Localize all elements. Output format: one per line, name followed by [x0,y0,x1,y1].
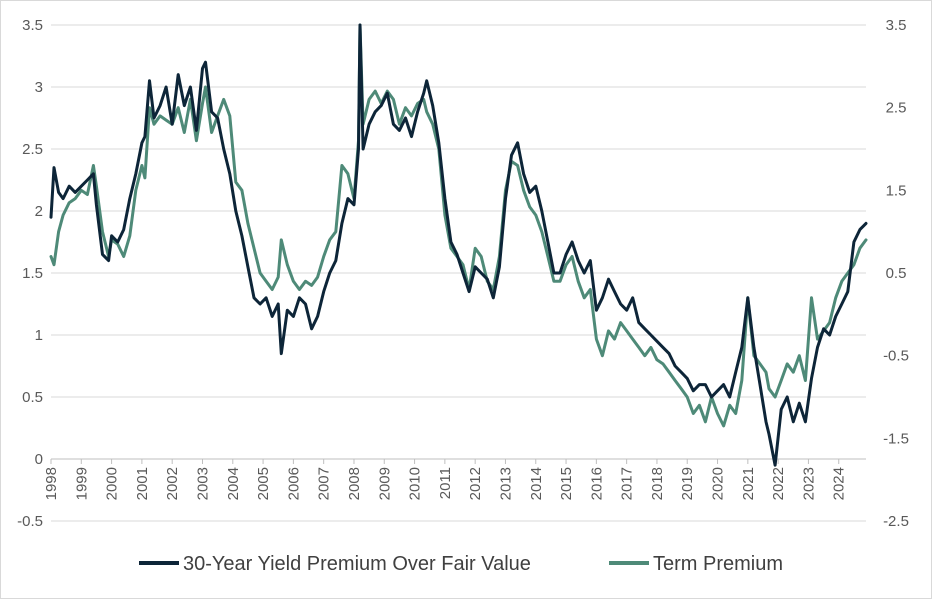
x-tick-label: 2015 [558,467,575,500]
right-y-axis: -2.5 -1.5 -0.5 0.5 1.5 2.5 3.5 [883,17,909,530]
left-tick-label: 1 [35,327,43,344]
x-tick-label: 2007 [316,467,333,500]
x-tick-label: 2002 [164,467,181,500]
left-tick-label: 3 [35,79,43,96]
legend-item-term-premium: Term Premium [609,553,783,575]
x-tick-label: 2023 [800,467,817,500]
right-tick-label: 2.5 [886,100,907,117]
left-tick-label: 0.5 [22,389,43,406]
series-line-term-premium [49,23,868,428]
x-tick-label: 2011 [437,467,454,499]
x-axis: 1998 1999 2000 2001 2002 2003 2004 2005 2006 2007… [43,458,866,500]
legend-label: 30-Year Yield Premium Over Fair Value [183,553,531,575]
left-tick-label: 0 [35,451,43,468]
series-line-yield-premium [49,23,868,467]
x-tick-label: 2008 [346,467,363,500]
x-tick-label: 2010 [407,467,424,500]
right-tick-label: 3.5 [886,17,907,34]
x-tick-label: 2012 [467,467,484,500]
legend-label: Term Premium [653,553,783,575]
x-tick-label: 2000 [104,467,121,500]
x-tick-label: 1999 [73,467,90,500]
right-tick-label: -2.5 [883,513,909,530]
x-tick-label: 2006 [285,467,302,500]
right-tick-label: 1.5 [886,182,907,199]
x-tick-label: 2022 [770,467,787,500]
gridlines [51,24,866,522]
x-tick-label: 2009 [376,467,393,500]
left-tick-label: 2.5 [22,141,43,158]
left-tick-label: -0.5 [17,513,43,530]
left-tick-label: 2 [35,203,43,220]
series-layer [49,23,868,467]
x-tick-label: 2018 [649,467,666,500]
x-tick-label: 1998 [43,467,60,500]
x-tick-label: 2019 [679,467,696,500]
x-tick-label: 2001 [134,467,151,500]
right-tick-label: 0.5 [886,265,907,282]
x-tick-label: 2014 [528,467,545,500]
x-tick-label: 2005 [255,467,272,500]
left-tick-label: 1.5 [22,265,43,282]
x-tick-label: 2017 [619,467,636,500]
right-tick-label: -1.5 [883,430,909,447]
right-tick-label: -0.5 [883,348,909,365]
x-tick-label: 2016 [588,467,605,500]
legend-item-yield-premium: 30-Year Yield Premium Over Fair Value [139,553,531,575]
x-tick-label: 2021 [740,467,757,500]
x-tick-label: 2004 [225,467,242,500]
x-tick-label: 2013 [497,467,514,500]
x-tick-label: 2020 [710,467,727,500]
left-tick-label: 3.5 [22,17,43,34]
legend: 30-Year Yield Premium Over Fair Value Ter… [139,553,783,575]
x-tick-label: 2003 [194,467,211,500]
left-y-axis: -0.5 0 0.5 1 1.5 2 2.5 3 3.5 [17,17,43,530]
x-tick-label: 2024 [831,467,848,500]
